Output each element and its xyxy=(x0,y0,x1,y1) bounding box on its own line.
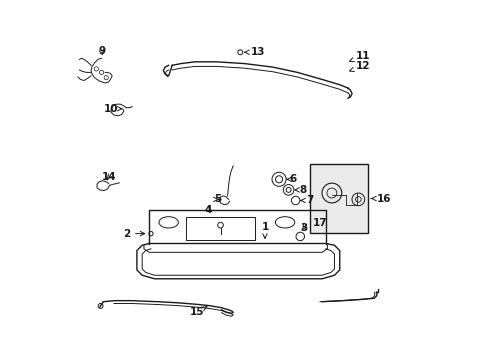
Text: 4: 4 xyxy=(204,205,212,215)
Text: 11: 11 xyxy=(349,51,369,62)
Text: 7: 7 xyxy=(300,195,313,206)
Text: 14: 14 xyxy=(101,172,116,182)
Text: 12: 12 xyxy=(349,62,369,72)
Text: 1: 1 xyxy=(261,221,268,238)
Text: 10: 10 xyxy=(103,104,122,114)
Text: 3: 3 xyxy=(300,222,307,233)
Text: 17: 17 xyxy=(312,218,326,228)
Text: 15: 15 xyxy=(189,307,206,317)
Text: 2: 2 xyxy=(122,229,144,239)
Text: 13: 13 xyxy=(244,47,265,57)
Text: 6: 6 xyxy=(286,174,296,184)
Text: 16: 16 xyxy=(370,194,390,203)
Text: 5: 5 xyxy=(213,194,222,204)
Text: 8: 8 xyxy=(294,185,306,195)
Bar xyxy=(309,164,367,233)
Bar xyxy=(186,217,255,240)
Text: 9: 9 xyxy=(98,46,105,56)
